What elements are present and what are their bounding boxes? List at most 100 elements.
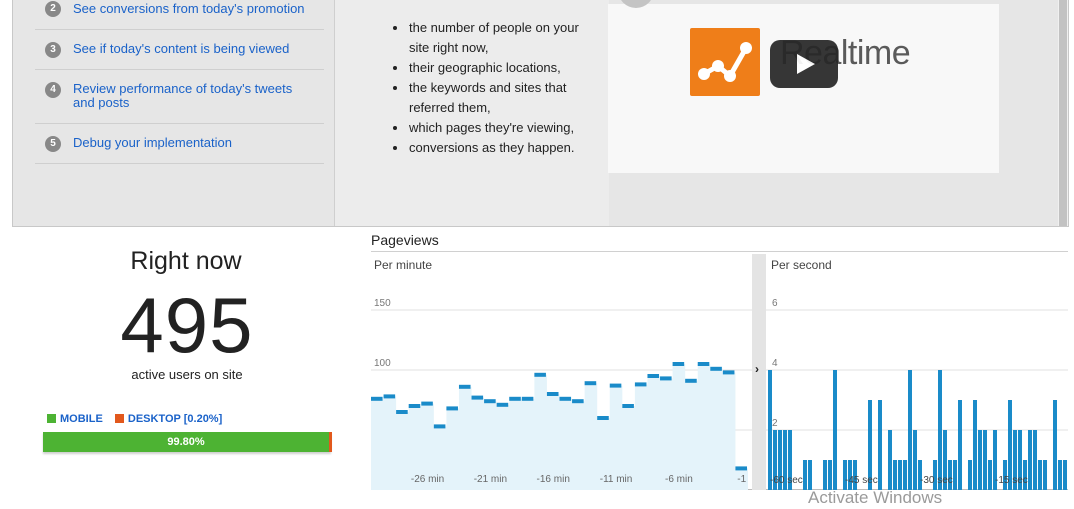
windows-activation-watermark: Activate Windows [808, 488, 943, 507]
realtime-intro-panel: 2 See conversions from today's promotion… [12, 0, 1069, 227]
per-second-bar [903, 460, 907, 490]
step-item-tweets[interactable]: 4 Review performance of today's tweets a… [35, 70, 324, 124]
per-second-bar [828, 460, 832, 490]
per-second-bar [993, 430, 997, 490]
scrollbar-thumb[interactable] [1059, 0, 1067, 226]
step-link-content[interactable]: See if today's content is being viewed [73, 41, 290, 56]
x-tick-label: -1 [737, 474, 746, 485]
per-minute-mark [672, 362, 685, 366]
per-minute-mark [408, 404, 421, 408]
y-tick-label: 100 [374, 358, 391, 369]
active-users-label: active users on site [131, 367, 243, 382]
per-minute-mark [710, 366, 722, 371]
step-item-promotion[interactable]: 2 See conversions from today's promotion [35, 0, 324, 30]
per-second-bar [898, 460, 902, 490]
mobile-legend-label[interactable]: MOBILE [60, 413, 103, 425]
x-tick-label: -16 min [537, 474, 570, 485]
per-second-bar [948, 460, 952, 490]
play-icon[interactable] [770, 40, 838, 88]
step-number: 5 [45, 136, 61, 152]
per-second-bar [1003, 460, 1007, 490]
x-tick-label: -21 min [474, 474, 507, 485]
per-second-bar [983, 430, 987, 490]
per-minute-mark [572, 399, 584, 404]
x-tick-label: -6 min [665, 474, 693, 485]
per-minute-mark [546, 392, 559, 396]
per-second-bar [893, 460, 897, 490]
right-now-title: Right now [130, 247, 242, 275]
realtime-video[interactable]: Realtime [608, 0, 999, 173]
video-channel-avatar [618, 0, 654, 8]
x-tick-label: -11 min [600, 474, 633, 485]
feature-item: their geographic locations, [393, 58, 579, 78]
step-item-content[interactable]: 3 See if today's content is being viewed [35, 30, 324, 70]
per-second-bar [823, 460, 827, 490]
per-second-bar [843, 460, 847, 490]
y-tick-label: 6 [772, 298, 778, 309]
step-number: 2 [45, 1, 61, 17]
scrollbar[interactable] [1058, 0, 1068, 226]
step-item-debug[interactable]: 5 Debug your implementation [35, 124, 324, 164]
step-link-debug[interactable]: Debug your implementation [73, 135, 232, 150]
pageviews-charts: Per minute Per second › 15010050-26 min-… [371, 254, 1068, 490]
pageviews-divider [371, 251, 1068, 252]
per-minute-mark [446, 406, 458, 411]
mobile-share-bar: 99.80% [43, 432, 329, 452]
per-second-bar [788, 430, 792, 490]
per-minute-mark [647, 374, 660, 378]
per-second-bar [938, 370, 942, 490]
per-minute-mark [609, 383, 622, 388]
step-number: 3 [45, 42, 61, 58]
device-legend: MOBILE DESKTOP [0.20%] [47, 413, 222, 425]
feature-item: the keywords and sites that referred the… [393, 78, 579, 118]
feature-item: which pages they're viewing, [393, 118, 579, 138]
per-second-bar [808, 460, 812, 490]
chart-divider[interactable] [752, 254, 766, 490]
per-second-bar [1018, 430, 1022, 490]
mobile-swatch [47, 414, 56, 423]
y-tick-label: 4 [772, 358, 778, 369]
per-second-bar [773, 430, 777, 490]
per-minute-mark [660, 376, 672, 381]
per-minute-mark [722, 370, 735, 375]
per-second-bar [803, 460, 807, 490]
steps-list: 2 See conversions from today's promotion… [13, 0, 335, 226]
per-minute-mark [509, 396, 521, 401]
per-second-bar [958, 400, 962, 490]
desktop-legend-label[interactable]: DESKTOP [0.20%] [127, 413, 223, 425]
per-second-bar [1038, 460, 1042, 490]
per-second-bar [1058, 460, 1062, 490]
step-link-promotion[interactable]: See conversions from today's promotion [73, 1, 305, 16]
step-number: 4 [45, 82, 61, 98]
per-minute-mark [383, 394, 396, 399]
x-tick-label: -26 min [411, 474, 444, 485]
feature-list: the number of people on your site right … [393, 18, 579, 158]
per-second-bar [978, 430, 982, 490]
x-tick-label: -60 sec [770, 475, 803, 486]
per-second-label: Per second [771, 258, 832, 272]
per-second-bar [1013, 430, 1017, 490]
step-link-tweets[interactable]: Review performance of today's tweets and… [73, 81, 293, 110]
per-minute-mark [735, 466, 747, 471]
per-second-bar [918, 460, 922, 490]
per-minute-mark [697, 362, 710, 366]
per-second-bar [1043, 460, 1047, 490]
per-second-bar [933, 460, 937, 490]
per-second-bar [768, 370, 772, 490]
per-second-bar [988, 460, 992, 490]
per-minute-mark [371, 396, 383, 401]
pageviews-title: Pageviews [371, 232, 439, 248]
per-second-bar [913, 430, 917, 490]
chevron-right-icon[interactable]: › [755, 362, 759, 376]
per-minute-mark [458, 384, 471, 389]
desktop-swatch [114, 414, 124, 423]
per-second-bar [783, 430, 787, 490]
per-minute-mark [433, 424, 446, 429]
per-minute-mark [521, 396, 534, 401]
per-minute-mark [471, 395, 484, 400]
per-second-bar [908, 370, 912, 490]
x-tick-label: -15 sec [995, 475, 1028, 486]
per-second-bar [1023, 460, 1027, 490]
per-minute-mark [584, 381, 597, 386]
